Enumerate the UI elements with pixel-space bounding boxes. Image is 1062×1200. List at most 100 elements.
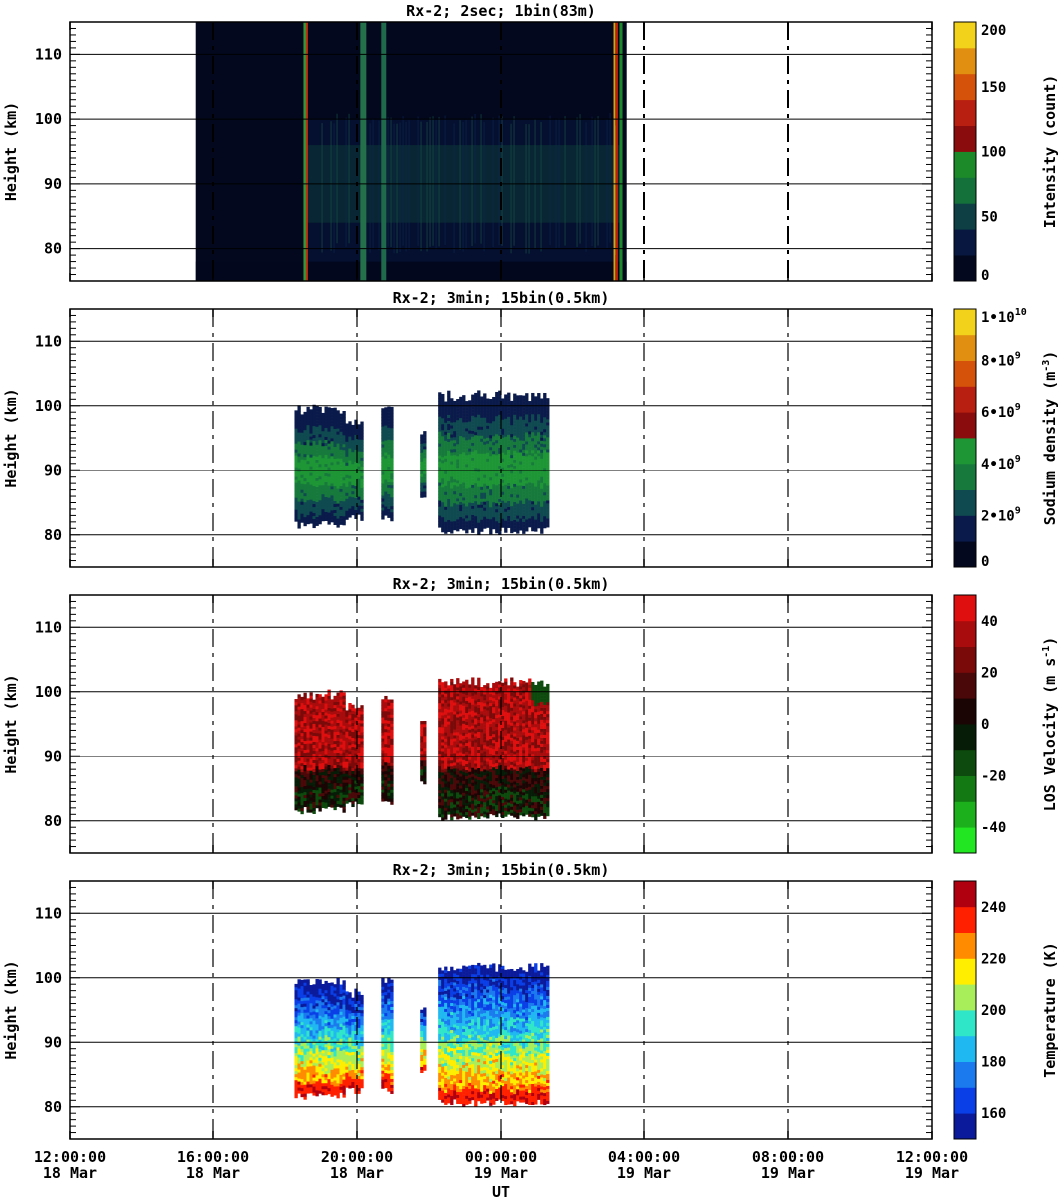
heatmap-cell bbox=[441, 685, 445, 689]
heatmap-cell bbox=[441, 736, 445, 740]
heatmap-cell bbox=[330, 417, 334, 421]
heatmap-cell bbox=[339, 482, 343, 486]
panel-title: Rx-2; 2sec; 1bin(83m) bbox=[406, 2, 596, 20]
heatmap-cell bbox=[354, 714, 358, 718]
heatmap-cell bbox=[477, 776, 481, 780]
heatmap-cell bbox=[468, 732, 472, 736]
heatmap-cell bbox=[531, 497, 535, 502]
heatmap-cell bbox=[444, 810, 448, 814]
heatmap-cell bbox=[438, 512, 442, 516]
heatmap-cell bbox=[546, 509, 550, 513]
heatmap-cell bbox=[441, 480, 445, 485]
heatmap-cell bbox=[516, 401, 520, 405]
heatmap-cell bbox=[300, 732, 304, 737]
heatmap-cell bbox=[462, 732, 466, 736]
heatmap-cell bbox=[390, 759, 394, 763]
heatmap-cell bbox=[501, 491, 505, 495]
heatmap-cell bbox=[390, 433, 394, 438]
heatmap-cell bbox=[306, 761, 310, 765]
heatmap-cell bbox=[453, 523, 457, 528]
heatmap-cell bbox=[546, 413, 550, 417]
heatmap-cell bbox=[390, 460, 394, 465]
heatmap-cell bbox=[456, 444, 460, 448]
colorbar-swatch bbox=[954, 334, 976, 361]
heatmap-cell bbox=[465, 407, 469, 411]
heatmap-cell bbox=[471, 439, 475, 443]
heatmap-cell bbox=[438, 515, 442, 519]
heatmap-cell bbox=[441, 697, 445, 701]
heatmap-cell bbox=[330, 513, 334, 517]
heatmap-cell bbox=[327, 449, 331, 453]
heatmap-cell bbox=[336, 461, 340, 465]
heatmap-cell bbox=[492, 739, 496, 744]
heatmap-cell bbox=[519, 440, 523, 444]
heatmap-cell bbox=[315, 717, 319, 722]
heatmap-cell bbox=[297, 793, 301, 797]
heatmap-cell bbox=[336, 485, 340, 489]
heatmap-cell bbox=[507, 413, 511, 417]
heatmap-cell bbox=[384, 416, 388, 420]
heatmap-cell bbox=[498, 786, 502, 790]
heatmap-cell bbox=[531, 527, 535, 532]
heatmap-cell bbox=[294, 434, 298, 438]
heatmap-cell bbox=[315, 504, 319, 508]
heatmap-cell bbox=[327, 452, 331, 456]
heatmap-cell bbox=[450, 449, 454, 453]
heatmap-cell bbox=[459, 441, 463, 446]
heatmap-cell bbox=[465, 718, 469, 723]
heatmap-cell bbox=[321, 454, 325, 459]
heatmap-cell bbox=[495, 391, 499, 396]
heatmap-cell bbox=[456, 801, 460, 805]
heatmap-cell bbox=[297, 769, 301, 773]
heatmap-cell bbox=[504, 493, 508, 497]
heatmap-cell bbox=[528, 458, 532, 462]
heatmap-cell bbox=[516, 428, 520, 432]
heatmap-cell bbox=[336, 704, 340, 708]
heatmap-cell bbox=[387, 714, 391, 718]
heatmap-cell bbox=[477, 501, 481, 505]
heatmap-cell bbox=[390, 729, 394, 733]
heatmap-cell bbox=[348, 475, 352, 479]
heatmap-cell bbox=[420, 494, 424, 498]
heatmap-cell bbox=[423, 732, 427, 737]
heatmap-cell bbox=[468, 714, 472, 718]
heatmap-cell bbox=[336, 431, 340, 435]
heatmap-cell bbox=[300, 492, 304, 496]
heatmap-cell bbox=[312, 717, 316, 721]
heatmap-cell bbox=[333, 761, 337, 766]
heatmap-cell bbox=[531, 470, 535, 475]
heatmap-cell bbox=[354, 789, 358, 793]
heatmap-cell bbox=[312, 738, 316, 742]
heatmap-cell bbox=[474, 739, 478, 743]
heatmap-cell bbox=[495, 681, 499, 686]
heatmap-cell bbox=[447, 799, 451, 803]
intensity-bright-column bbox=[305, 22, 308, 281]
heatmap-cell bbox=[534, 450, 538, 454]
heatmap-cell bbox=[387, 454, 391, 458]
heatmap-cell bbox=[456, 807, 460, 811]
heatmap-cell bbox=[327, 425, 331, 429]
heatmap-cell bbox=[351, 791, 355, 796]
heatmap-cell bbox=[465, 712, 469, 717]
heatmap-cell bbox=[306, 716, 310, 720]
heatmap-cell bbox=[474, 733, 478, 737]
heatmap-cell bbox=[342, 710, 346, 714]
heatmap-cell bbox=[468, 406, 472, 410]
y-tick-label: 100 bbox=[35, 397, 62, 415]
heatmap-cell bbox=[441, 459, 445, 464]
heatmap-cell bbox=[441, 709, 445, 713]
heatmap-cell bbox=[462, 428, 466, 432]
heatmap-cell bbox=[477, 414, 481, 418]
heatmap-cell bbox=[453, 744, 457, 748]
heatmap-cell bbox=[441, 730, 445, 734]
heatmap-cell bbox=[336, 788, 340, 792]
heatmap-cell bbox=[534, 471, 538, 475]
heatmap-cell bbox=[474, 805, 478, 809]
heatmap-cell bbox=[327, 776, 331, 780]
heatmap-cell bbox=[546, 521, 550, 525]
heatmap-cell bbox=[474, 769, 478, 773]
heatmap-cell bbox=[357, 484, 361, 488]
heatmap-cell bbox=[327, 437, 331, 441]
heatmap-cell bbox=[306, 514, 310, 519]
